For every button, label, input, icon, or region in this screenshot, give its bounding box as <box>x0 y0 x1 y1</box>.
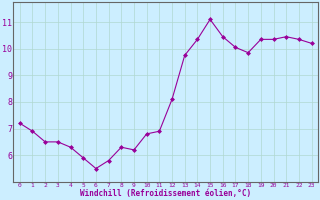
X-axis label: Windchill (Refroidissement éolien,°C): Windchill (Refroidissement éolien,°C) <box>80 189 251 198</box>
